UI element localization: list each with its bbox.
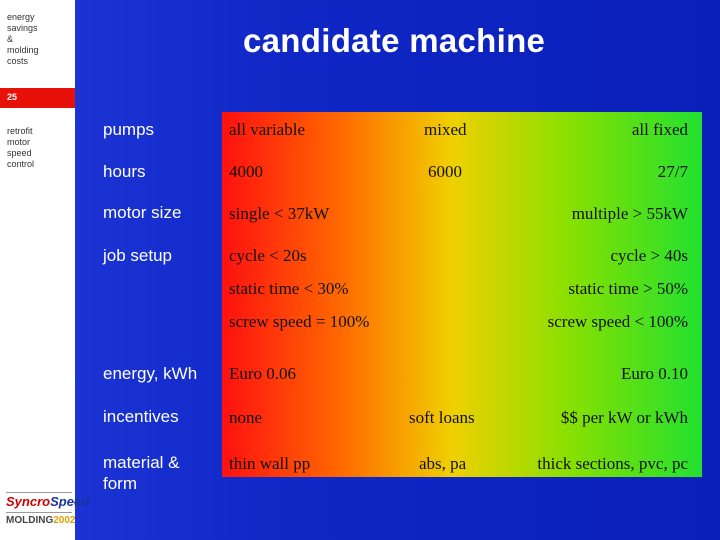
pumps-right: all fixed bbox=[631, 120, 688, 139]
job-line1-left: cycle < 20s bbox=[229, 246, 307, 265]
logo-syncro-text: Syncro bbox=[6, 494, 51, 509]
topic-line-2: savings bbox=[7, 23, 38, 33]
row-label-material-line1: material & bbox=[103, 453, 180, 472]
energy-right: Euro 0.10 bbox=[620, 364, 688, 383]
row-label-material-line2: form bbox=[103, 474, 137, 493]
row-label-incentives: incentives bbox=[103, 407, 179, 426]
logo-rule-top bbox=[6, 492, 72, 493]
gradient-panel bbox=[222, 112, 702, 477]
slide-title: candidate machine bbox=[243, 22, 546, 59]
material-right: thick sections, pvc, pc bbox=[537, 454, 688, 473]
sidebar: energy savings & molding costs 25 retrof… bbox=[0, 0, 89, 540]
motor-right: multiple > 55kW bbox=[571, 204, 688, 223]
logo-rule-bottom bbox=[6, 512, 72, 513]
material-mid: abs, pa bbox=[419, 454, 467, 473]
job-line2-right: static time > 50% bbox=[568, 279, 688, 298]
row-label-job-setup: job setup bbox=[103, 246, 172, 265]
slide-number-badge: 25 bbox=[0, 88, 75, 108]
material-left: thin wall pp bbox=[229, 454, 311, 473]
section-line-1: retrofit bbox=[7, 126, 33, 136]
section-line-4: control bbox=[7, 159, 35, 169]
topic-line-3: & bbox=[7, 34, 14, 44]
hours-right: 27/7 bbox=[657, 162, 688, 181]
job-line3-left: screw speed = 100% bbox=[229, 312, 370, 331]
row-label-hours: hours bbox=[103, 162, 146, 181]
topic-line-1: energy bbox=[7, 12, 35, 22]
section-line-3: speed bbox=[7, 148, 32, 158]
topic-line-5: costs bbox=[7, 56, 29, 66]
topic-line-4: molding bbox=[7, 45, 39, 55]
row-label-motor-size: motor size bbox=[103, 203, 182, 222]
incentives-mid: soft loans bbox=[409, 408, 475, 427]
motor-left: single < 37kW bbox=[229, 204, 330, 223]
logo-year-text: 2002 bbox=[53, 515, 76, 526]
job-line3-right: screw speed < 100% bbox=[547, 312, 688, 331]
pumps-left: all variable bbox=[229, 120, 305, 139]
job-line1-right: cycle > 40s bbox=[610, 246, 688, 265]
incentives-right: $$ per kW or kWh bbox=[560, 408, 688, 427]
energy-left: Euro 0.06 bbox=[229, 364, 297, 383]
molding-logo: MOLDING2002 bbox=[6, 515, 75, 526]
hours-mid: 6000 bbox=[428, 162, 462, 181]
row-label-pumps: pumps bbox=[103, 120, 155, 139]
job-line2-left: static time < 30% bbox=[229, 279, 349, 298]
row-label-energy: energy, kWh bbox=[103, 364, 198, 383]
logo-molding-text: MOLDING bbox=[6, 515, 54, 526]
syncrospeed-logo: SyncroSpeed bbox=[6, 494, 89, 509]
section-line-2: motor bbox=[7, 137, 31, 147]
slide-number: 25 bbox=[7, 92, 18, 102]
pumps-mid: mixed bbox=[424, 120, 467, 139]
logo-speed-text: Speed bbox=[50, 494, 90, 509]
incentives-left: none bbox=[229, 408, 263, 427]
hours-left: 4000 bbox=[229, 162, 263, 181]
